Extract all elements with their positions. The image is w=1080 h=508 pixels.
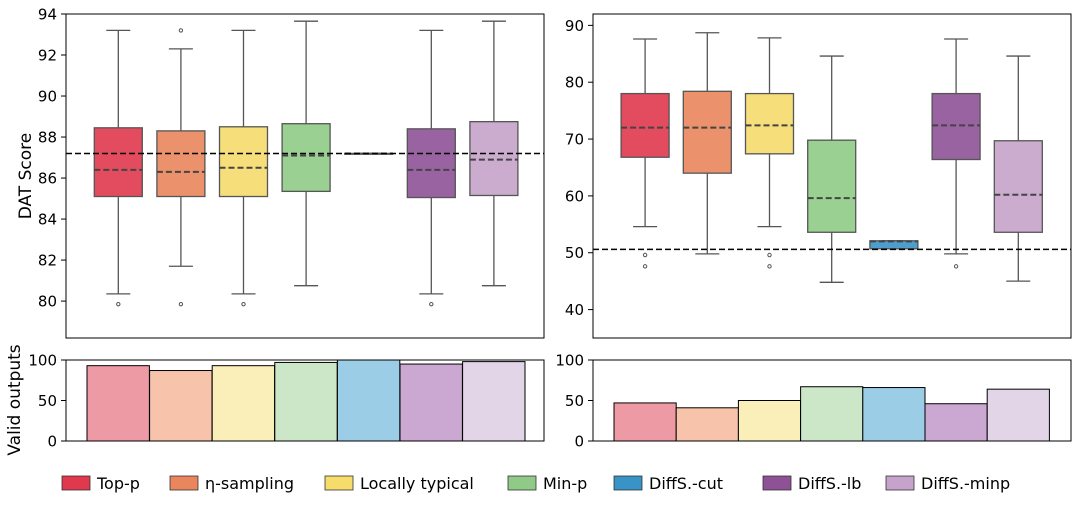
box-locally-typical (218, 126, 269, 198)
box-diffs-lb (931, 92, 981, 161)
y-tick-label: 60 (565, 187, 584, 205)
y-tick-label: 0 (47, 433, 57, 451)
y-tick-label: 80 (565, 74, 584, 92)
box-top-p (620, 92, 670, 158)
box-top-p (93, 127, 143, 198)
right-valid-outputs-panel: 0 50 100 (555, 352, 1072, 451)
y-tick-label: 90 (38, 88, 57, 106)
outlier-top-p (642, 264, 648, 269)
left-valid-outputs-panel: 0 50 100 (28, 352, 545, 451)
y-tick-label: 80 (38, 293, 57, 311)
y-tick-label: 82 (38, 252, 57, 270)
valid-bar-sampling (149, 370, 213, 442)
y-tick-label: 0 (574, 433, 584, 451)
outlier-diffs-lb (953, 264, 959, 269)
y-tick-label: 92 (38, 47, 57, 65)
left-dat-boxplot-panel: 80 82 84 86 88 90 92 94 (38, 6, 545, 339)
y-tick-label: 86 (38, 170, 57, 188)
valid-bar-min-p (274, 361, 338, 442)
legend-swatch-diffs-cut (613, 475, 643, 491)
valid-bar-sampling (675, 407, 739, 442)
valid-bar-diffs-cut (862, 387, 926, 442)
axes-frame (65, 13, 545, 339)
legend-swatch-min-p (507, 475, 537, 491)
box-sampling (682, 90, 732, 174)
y-axis-label-dat-score: DAT Score (16, 133, 36, 220)
y-tick-label: 50 (38, 392, 57, 410)
y-tick-label: 40 (565, 301, 584, 319)
box-min-p (281, 123, 331, 193)
valid-bar-top-p (86, 365, 150, 442)
y-tick-label: 100 (555, 352, 584, 370)
y-tick-label: 50 (565, 392, 584, 410)
box-min-p (807, 139, 857, 233)
right-dat-boxplot-panel: 40 50 60 70 80 90 (565, 13, 1072, 339)
legend-label-diffs-minp: DiffS.-minp (921, 474, 1010, 493)
outlier-locally-typical (767, 264, 772, 269)
legend: Top-p η-sampling Locally typical Min-p DiffS… (61, 474, 1010, 493)
legend-label-sampling: η-sampling (205, 474, 294, 493)
legend-swatch-sampling (169, 475, 199, 491)
y-tick-label: 88 (38, 129, 57, 147)
valid-bar-locally-typical (737, 400, 802, 442)
y-tick-label: 70 (565, 131, 584, 149)
outlier-top-p (116, 301, 121, 307)
outlier-locally-typical (241, 301, 246, 307)
valid-bar-min-p (800, 386, 864, 442)
legend-swatch-diffs-minp (885, 475, 915, 491)
valid-bar-top-p (613, 402, 677, 442)
valid-bar-diffs-minp (986, 388, 1050, 442)
outlier-diffs-lb (429, 301, 434, 307)
valid-bar-locally-typical (211, 365, 276, 442)
y-tick-label: 94 (38, 6, 57, 24)
outlier-sampling (178, 28, 184, 33)
valid-bar-diffs-lb (399, 363, 463, 442)
legend-swatch-diffs-lb (762, 475, 792, 491)
legend-label-diffs-lb: DiffS.-lb (798, 474, 861, 493)
y-tick-label: 90 (565, 17, 584, 35)
box-diffs-lb (406, 128, 456, 199)
box-diffs-minp (993, 140, 1043, 233)
legend-swatch-locally-typical (324, 475, 354, 491)
legend-label-top-p: Top-p (96, 474, 140, 493)
legend-label-diffs-cut: DiffS.-cut (649, 474, 723, 493)
box-diffs-minp (469, 121, 519, 197)
legend-swatch-top-p (61, 475, 91, 491)
outlier-sampling (178, 301, 184, 307)
axes-frame (592, 13, 1072, 339)
y-tick-label: 84 (38, 211, 57, 229)
legend-label-min-p: Min-p (543, 474, 587, 493)
outlier-locally-typical (767, 252, 772, 258)
legend-label-locally-typical: Locally typical (360, 474, 474, 493)
y-tick-label: 50 (565, 244, 584, 262)
valid-bar-diffs-cut (336, 359, 401, 442)
outlier-top-p (642, 252, 648, 258)
y-tick-label: 100 (28, 352, 57, 370)
y-axis-label-valid-outputs: Valid outputs (5, 344, 25, 455)
box-sampling (156, 130, 206, 198)
box-locally-typical (744, 92, 795, 155)
valid-bar-diffs-minp (462, 361, 526, 442)
valid-bar-diffs-lb (924, 403, 988, 442)
